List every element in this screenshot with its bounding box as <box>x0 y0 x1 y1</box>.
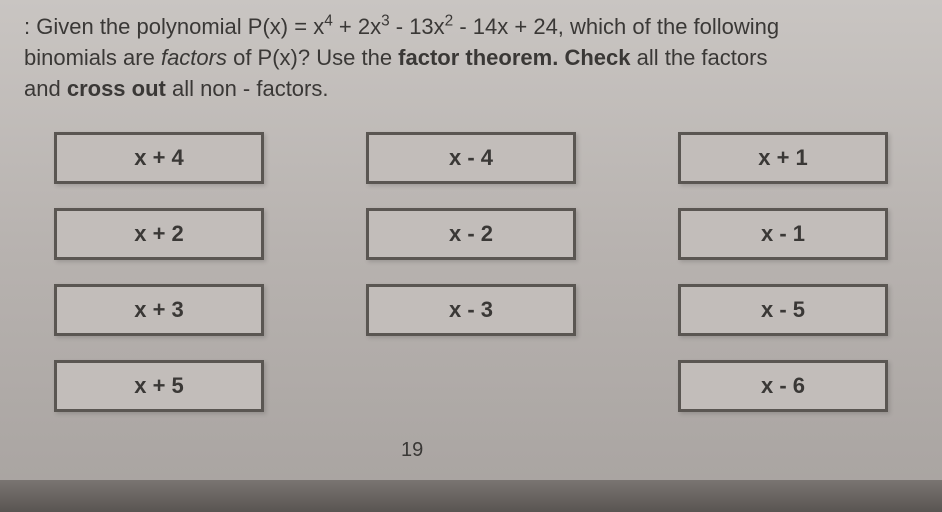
q-italic: factors <box>161 45 227 70</box>
column-left: x + 4 x + 2 x + 3 x + 5 <box>54 132 264 412</box>
q-marker: : <box>24 14 36 39</box>
answer-box[interactable]: x + 2 <box>54 208 264 260</box>
answer-box[interactable]: x - 1 <box>678 208 888 260</box>
answer-box[interactable]: x - 4 <box>366 132 576 184</box>
q-sup2: 2 <box>445 13 454 30</box>
column-right: x + 1 x - 1 x - 5 x - 6 <box>678 132 888 412</box>
q-part: and <box>24 76 67 101</box>
answer-box[interactable]: x + 3 <box>54 284 264 336</box>
worksheet-page: : Given the polynomial P(x) = x4 + 2x3 -… <box>0 0 942 480</box>
q-part: + 2x <box>333 14 381 39</box>
q-part: of P(x)? Use the <box>227 45 398 70</box>
answer-box[interactable]: x - 3 <box>366 284 576 336</box>
q-part: binomials are <box>24 45 161 70</box>
answer-box[interactable]: x - 5 <box>678 284 888 336</box>
q-sup4: 4 <box>324 13 333 30</box>
q-bold: factor theorem. <box>398 45 558 70</box>
column-middle: x - 4 x - 2 x - 3 <box>366 132 576 412</box>
q-bold: Check <box>564 45 630 70</box>
answer-box[interactable]: x - 2 <box>366 208 576 260</box>
question-text: : Given the polynomial P(x) = x4 + 2x3 -… <box>24 12 918 104</box>
answer-box[interactable]: x + 1 <box>678 132 888 184</box>
answer-columns: x + 4 x + 2 x + 3 x + 5 x - 4 x - 2 x - … <box>24 132 918 412</box>
q-part: - 13x <box>390 14 445 39</box>
q-sup3: 3 <box>381 13 390 30</box>
q-part: all the factors <box>631 45 768 70</box>
answer-box[interactable]: x - 6 <box>678 360 888 412</box>
answer-box[interactable]: x + 4 <box>54 132 264 184</box>
bottom-shadow <box>0 480 942 512</box>
answer-box[interactable]: x + 5 <box>54 360 264 412</box>
q-part: - 14x + 24, which of the following <box>453 14 779 39</box>
q-bold: cross out <box>67 76 166 101</box>
q-part: all non - factors. <box>166 76 329 101</box>
page-number: 19 <box>401 439 423 462</box>
q-part: Given the polynomial P(x) = x <box>36 14 324 39</box>
